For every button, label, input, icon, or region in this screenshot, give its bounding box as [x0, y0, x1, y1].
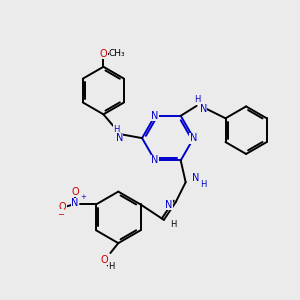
Text: O: O: [71, 187, 79, 196]
Text: H: H: [171, 220, 177, 229]
Text: H: H: [194, 95, 201, 104]
Text: O: O: [100, 49, 107, 59]
Text: H: H: [113, 125, 119, 134]
Text: N: N: [151, 111, 159, 121]
Text: O: O: [100, 255, 108, 265]
Text: N: N: [71, 199, 79, 208]
Text: −: −: [57, 210, 64, 219]
Text: N: N: [165, 200, 172, 210]
Text: +: +: [80, 194, 86, 200]
Text: O: O: [58, 202, 66, 212]
Text: H: H: [108, 262, 115, 272]
Text: N: N: [151, 155, 159, 165]
Text: H: H: [200, 180, 207, 189]
Text: N: N: [190, 133, 197, 143]
Text: N: N: [192, 173, 199, 183]
Text: CH₃: CH₃: [109, 50, 126, 58]
Text: N: N: [116, 133, 123, 143]
Text: N: N: [200, 104, 207, 114]
